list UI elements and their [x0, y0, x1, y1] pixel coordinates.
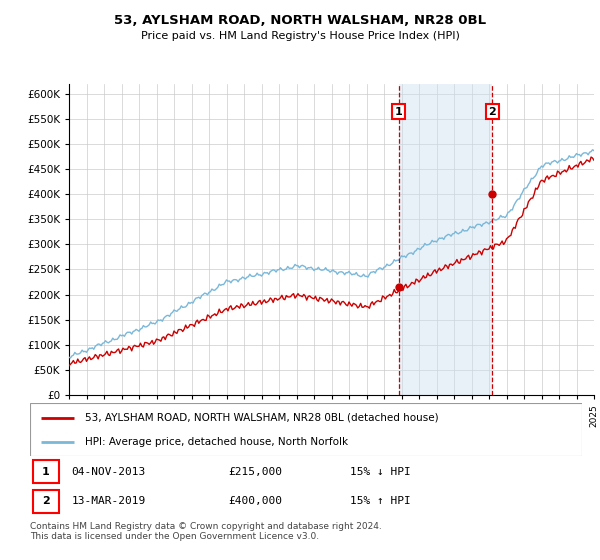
Text: HPI: Average price, detached house, North Norfolk: HPI: Average price, detached house, Nort…: [85, 437, 349, 447]
Text: 53, AYLSHAM ROAD, NORTH WALSHAM, NR28 0BL: 53, AYLSHAM ROAD, NORTH WALSHAM, NR28 0B…: [114, 14, 486, 27]
Text: 15% ↑ HPI: 15% ↑ HPI: [350, 496, 411, 506]
Text: 15% ↓ HPI: 15% ↓ HPI: [350, 466, 411, 477]
Bar: [398, 84, 493, 395]
Text: £400,000: £400,000: [229, 496, 283, 506]
Text: 13-MAR-2019: 13-MAR-2019: [71, 496, 146, 506]
Bar: [33, 460, 59, 483]
Text: 1: 1: [42, 466, 50, 477]
Text: Price paid vs. HM Land Registry's House Price Index (HPI): Price paid vs. HM Land Registry's House …: [140, 31, 460, 41]
Text: 2: 2: [488, 106, 496, 116]
Text: 04-NOV-2013: 04-NOV-2013: [71, 466, 146, 477]
Text: 1: 1: [395, 106, 403, 116]
Text: 53, AYLSHAM ROAD, NORTH WALSHAM, NR28 0BL (detached house): 53, AYLSHAM ROAD, NORTH WALSHAM, NR28 0B…: [85, 413, 439, 423]
Text: Contains HM Land Registry data © Crown copyright and database right 2024.
This d: Contains HM Land Registry data © Crown c…: [30, 522, 382, 542]
Text: £215,000: £215,000: [229, 466, 283, 477]
Text: 2: 2: [42, 496, 50, 506]
Bar: [33, 490, 59, 513]
